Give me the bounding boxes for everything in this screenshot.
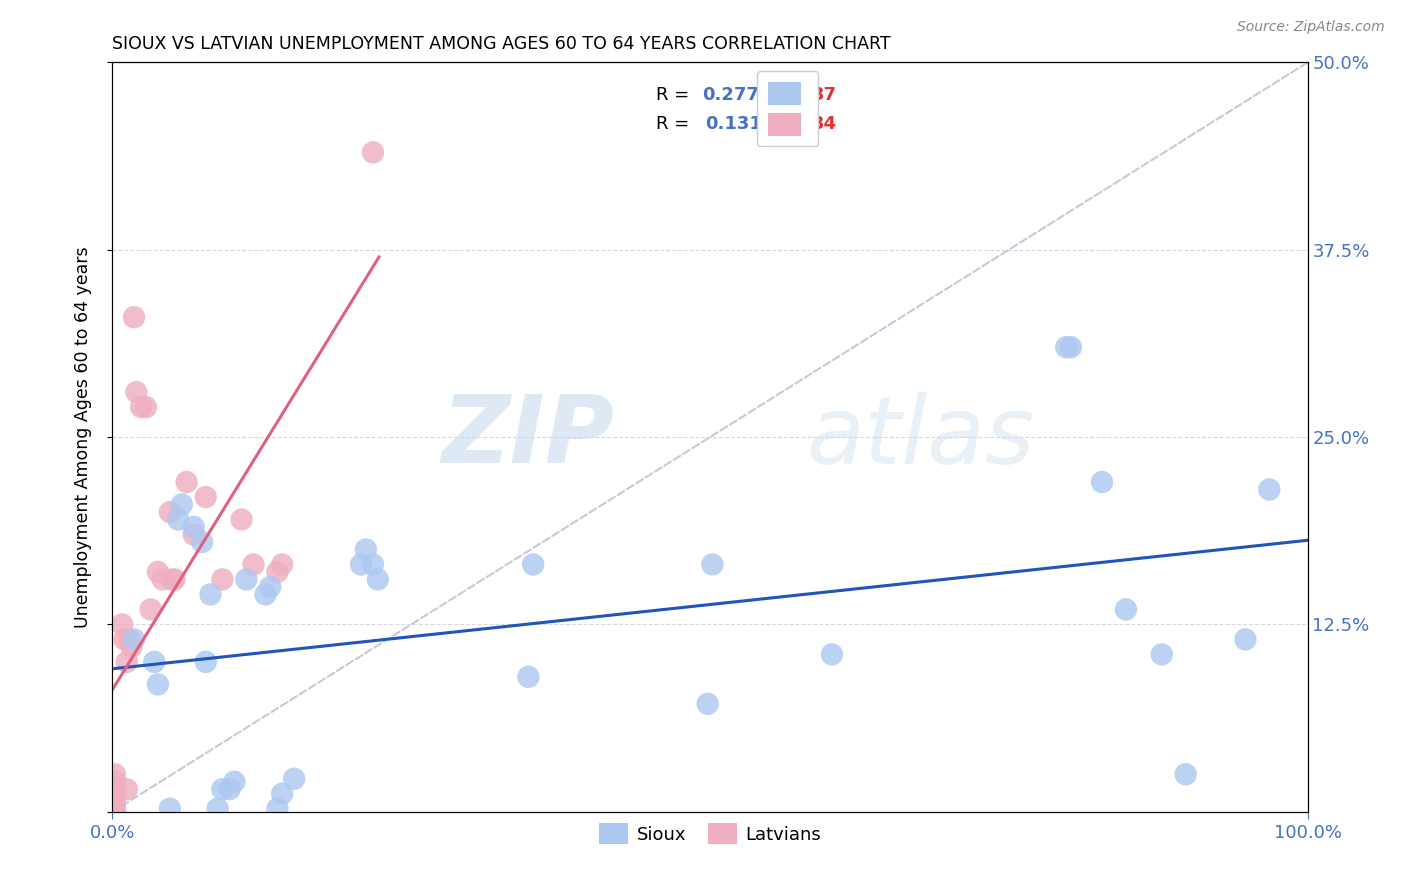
Point <box>194 655 217 669</box>
Point <box>231 512 253 526</box>
Point <box>159 802 181 816</box>
Point <box>167 512 190 526</box>
Point <box>104 782 127 797</box>
Point <box>146 565 169 579</box>
Point <box>135 400 157 414</box>
Point <box>104 803 127 817</box>
Point <box>183 527 205 541</box>
Text: 37: 37 <box>811 87 837 104</box>
Point <box>1054 340 1077 354</box>
Point <box>104 805 127 819</box>
Point <box>361 558 384 572</box>
Point <box>163 573 186 587</box>
Point <box>170 498 193 512</box>
Point <box>271 787 294 801</box>
Point <box>152 573 174 587</box>
Point <box>242 558 264 572</box>
Point <box>146 677 169 691</box>
Point <box>367 573 389 587</box>
Point <box>271 558 294 572</box>
Text: Source: ZipAtlas.com: Source: ZipAtlas.com <box>1237 20 1385 34</box>
Point <box>118 632 141 647</box>
Text: 0.131: 0.131 <box>706 115 762 133</box>
Point <box>104 774 127 789</box>
Point <box>266 565 288 579</box>
Text: N =: N = <box>773 115 813 133</box>
Text: N =: N = <box>773 87 813 104</box>
Point <box>354 542 377 557</box>
Point <box>111 617 134 632</box>
Point <box>104 802 127 816</box>
Point <box>702 558 724 572</box>
Y-axis label: Unemployment Among Ages 60 to 64 years: Unemployment Among Ages 60 to 64 years <box>73 246 91 628</box>
Point <box>266 802 288 816</box>
Point <box>159 505 181 519</box>
Text: SIOUX VS LATVIAN UNEMPLOYMENT AMONG AGES 60 TO 64 YEARS CORRELATION CHART: SIOUX VS LATVIAN UNEMPLOYMENT AMONG AGES… <box>112 35 891 53</box>
Point <box>696 697 718 711</box>
Point <box>1258 483 1281 497</box>
Point <box>194 490 217 504</box>
Point <box>122 632 145 647</box>
Point <box>104 767 127 781</box>
Point <box>207 802 229 816</box>
Point <box>143 655 166 669</box>
Text: atlas: atlas <box>806 392 1033 483</box>
Text: R =: R = <box>657 115 702 133</box>
Point <box>350 558 373 572</box>
Point <box>121 640 143 654</box>
Point <box>139 602 162 616</box>
Point <box>517 670 540 684</box>
Point <box>104 796 127 810</box>
Point <box>176 475 198 489</box>
Point <box>191 535 214 549</box>
Point <box>1234 632 1257 647</box>
Point <box>129 400 152 414</box>
Point <box>259 580 281 594</box>
Point <box>224 774 246 789</box>
Point <box>218 782 240 797</box>
Point <box>1115 602 1137 616</box>
Point <box>115 782 138 797</box>
Point <box>1060 340 1083 354</box>
Point <box>1091 475 1114 489</box>
Point <box>522 558 544 572</box>
Text: ZIP: ZIP <box>441 391 614 483</box>
Point <box>122 310 145 325</box>
Point <box>104 797 127 812</box>
Point <box>1174 767 1197 781</box>
Point <box>115 655 138 669</box>
Point <box>1150 648 1173 662</box>
Text: R =: R = <box>657 87 695 104</box>
Point <box>200 587 222 601</box>
Point <box>361 145 384 160</box>
Point <box>162 573 183 587</box>
Point <box>211 782 233 797</box>
Point <box>183 520 205 534</box>
Point <box>283 772 305 786</box>
Point <box>114 632 135 647</box>
Point <box>104 789 127 804</box>
Text: 0.277: 0.277 <box>702 87 759 104</box>
Legend: Sioux, Latvians: Sioux, Latvians <box>592 816 828 851</box>
Point <box>235 573 257 587</box>
Point <box>211 573 233 587</box>
Point <box>821 648 844 662</box>
Point <box>254 587 277 601</box>
Text: 34: 34 <box>811 115 837 133</box>
Point <box>125 385 148 400</box>
